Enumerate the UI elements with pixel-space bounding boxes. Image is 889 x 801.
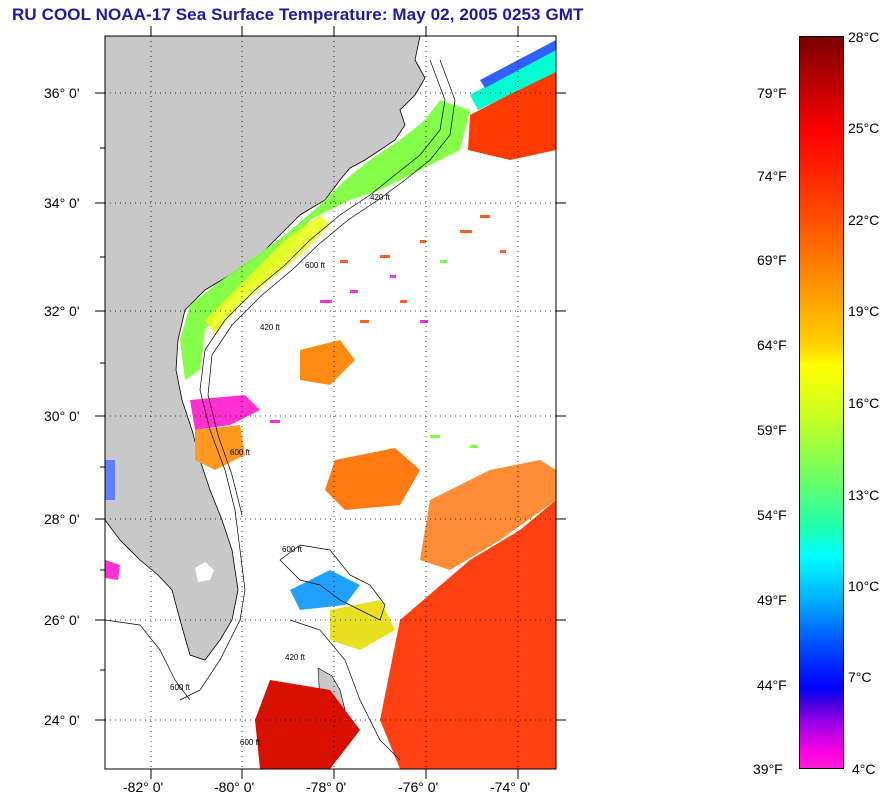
lat-label: 30° 0': [44, 408, 80, 424]
lat-label: 32° 0': [44, 303, 80, 319]
colorbar-f-label: 49°F: [757, 592, 787, 608]
isobath-label: 600 ft: [282, 545, 303, 554]
land-mass: [105, 36, 426, 661]
colorbar-c-label: 4°C: [852, 761, 876, 777]
sst-cool-north-2: [480, 40, 556, 88]
map-title: RU COOL NOAA-17 Sea Surface Temperature:…: [12, 5, 584, 24]
colorbar-c-label: 10°C: [848, 578, 880, 594]
axis-ticks: [95, 26, 566, 779]
lat-label: 24° 0': [44, 712, 80, 728]
lat-label: 34° 0': [44, 195, 80, 211]
colorbar-c-label: 22°C: [848, 212, 880, 228]
sst-straits-mix: [290, 570, 360, 610]
colorbar-f-label: 59°F: [757, 422, 787, 438]
isobath-label: 600 ft: [240, 738, 261, 747]
sst-speckles-magenta: [270, 275, 428, 423]
isobath-label: 420 ft: [370, 193, 391, 202]
colorbar-f-label: 69°F: [757, 252, 787, 268]
colorbar-f-label: 64°F: [757, 337, 787, 353]
isobath-label: 420 ft: [260, 323, 281, 332]
temperature-colorbar: [799, 36, 844, 769]
sst-shelf-band: [180, 100, 470, 380]
colorbar-f-label: 79°F: [757, 85, 787, 101]
sst-warm-south-2: [420, 460, 556, 570]
colorbar-c-label: 7°C: [848, 669, 872, 685]
colorbar-c-label: 16°C: [848, 395, 880, 411]
sst-gulf-stream-north: [468, 70, 556, 160]
sst-warm-eddy-1: [300, 340, 355, 385]
sst-west-patch: [105, 560, 120, 580]
colorbar-c-label: 25°C: [848, 120, 880, 136]
colorbar-f-label: 74°F: [757, 168, 787, 184]
sst-cool-north: [470, 48, 556, 110]
lon-label: -76° 0': [398, 779, 439, 795]
isobath-label: 600 ft: [305, 261, 326, 270]
sst-shelf-yellow: [205, 215, 330, 335]
sst-straits-yellow: [330, 600, 395, 650]
isobath-label: 420 ft: [285, 653, 306, 662]
colorbar-f-label: 54°F: [757, 507, 787, 523]
isobath-contours: [105, 59, 456, 761]
graticule: [105, 36, 556, 769]
lat-label: 28° 0': [44, 511, 80, 527]
sst-coast-orange: [195, 425, 245, 470]
lake-okeechobee: [195, 562, 214, 582]
colorbar-f-label: 39°F: [753, 761, 783, 777]
lon-label: -74° 0': [490, 779, 531, 795]
sst-west-patch-2: [105, 460, 115, 500]
isobath-label: 600 ft: [170, 683, 191, 692]
lon-label: -78° 0': [306, 779, 347, 795]
lat-label: 26° 0': [44, 612, 80, 628]
colorbar-c-label: 28°C: [848, 29, 880, 45]
lon-label: -82° 0': [123, 779, 164, 795]
colorbar-c-label: 19°C: [848, 303, 880, 319]
sst-speckles: [340, 215, 506, 323]
colorbar-c-label: 13°C: [848, 487, 880, 503]
lat-label: 36° 0': [44, 85, 80, 101]
lon-label: -80° 0': [214, 779, 255, 795]
isobath-label: 600 ft: [230, 448, 251, 457]
sst-warm-eddy-2: [325, 448, 420, 510]
colorbar-f-label: 44°F: [757, 677, 787, 693]
sst-warm-south: [380, 500, 556, 769]
